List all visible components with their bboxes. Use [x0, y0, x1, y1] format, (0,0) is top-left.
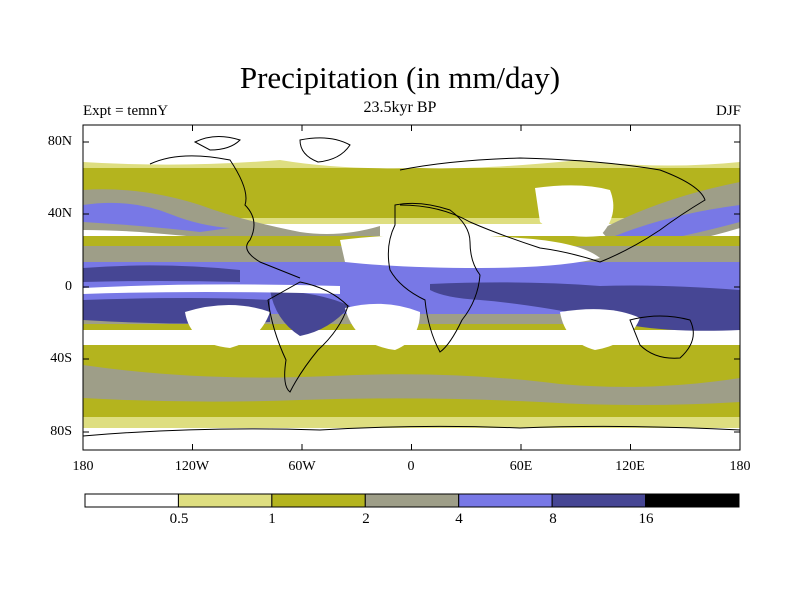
dry-south-pacific [185, 305, 270, 348]
lat-label-eq: 0 [65, 279, 72, 294]
lon-label-180e: 180 [729, 459, 751, 474]
dry-sahara [340, 234, 600, 268]
dry-antarctic [83, 432, 740, 450]
coast-greenland [299, 137, 351, 163]
dry-south-atlantic [345, 303, 420, 350]
colorbar-label-8: 8 [549, 511, 557, 527]
band-nw-pacific-blue [615, 205, 740, 246]
coast-australia [629, 315, 694, 359]
dry-south-indian [560, 309, 640, 350]
plot-title: Precipitation (in mm/day) [239, 60, 561, 95]
colorbar [84, 493, 740, 508]
band-south-gray [83, 365, 740, 405]
colorbar-label-0-5: 0.5 [169, 511, 189, 527]
colorbar-box [645, 493, 740, 508]
band-pacific-gray [83, 189, 380, 248]
lat-label-80n: 80N [47, 134, 72, 149]
lon-label-120w: 120W [174, 459, 210, 474]
coast-south-america [267, 281, 349, 393]
colorbar-label-1: 1 [268, 511, 276, 527]
axis-ticks [82, 125, 741, 450]
lon-label-180w: 180 [72, 459, 94, 474]
lon-label-0: 0 [407, 459, 415, 474]
coast-antarctica [83, 425, 740, 437]
lon-label-120e: 120E [615, 459, 645, 474]
colorbar-box [271, 493, 366, 508]
band-pacific-blue [83, 202, 230, 232]
lon-label-60e: 60E [509, 459, 533, 474]
colorbar-box [84, 493, 179, 508]
dry-arctic [83, 125, 740, 169]
colorbar-box [177, 493, 273, 508]
colorbar-label-2: 2 [362, 511, 370, 527]
band-indian-ocean-dark [430, 282, 740, 331]
coast-africa [387, 202, 481, 353]
colorbar-box [364, 493, 460, 508]
coast-north-america [149, 155, 301, 279]
band-itcz-dark-east-pacific [83, 265, 240, 282]
band-amazon-dark [270, 290, 350, 336]
coast-eurasia [399, 157, 706, 263]
lat-label-80s: 80S [50, 424, 72, 439]
dry-central-asia [535, 185, 614, 237]
coast-greenland-west [193, 136, 241, 151]
season-label: DJF [715, 103, 741, 119]
colorbar-box [551, 493, 647, 508]
dry-equatorial-tongue [83, 284, 340, 294]
coastlines [83, 136, 740, 437]
colorbar-box [458, 493, 553, 508]
lat-label-40s: 40S [50, 351, 72, 366]
precipitation-field [83, 125, 740, 450]
experiment-label: Expt = temnY [83, 103, 169, 119]
colorbar-label-4: 4 [455, 511, 463, 527]
colorbar-label-16: 16 [638, 511, 654, 527]
lat-label-40n: 40N [47, 206, 72, 221]
plot-subtitle: 23.5kyr BP [363, 99, 437, 116]
lon-label-60w: 60W [288, 459, 316, 474]
